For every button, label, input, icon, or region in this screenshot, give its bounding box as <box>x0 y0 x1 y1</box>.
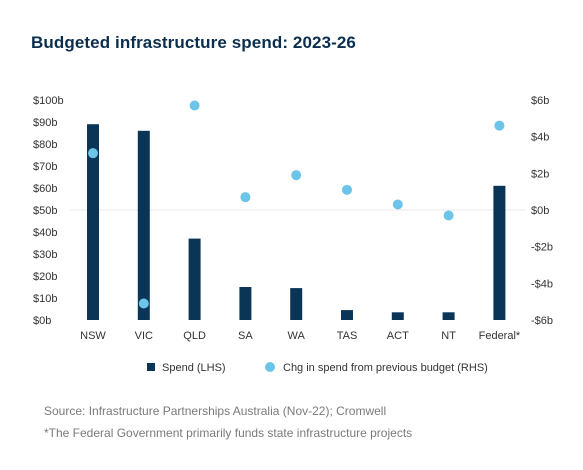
legend-bar-swatch <box>147 363 155 371</box>
left-tick-label: $60b <box>33 183 57 195</box>
left-tick-label: $0b <box>33 315 51 327</box>
spend-bar <box>442 312 455 320</box>
category-label: NT <box>441 330 456 342</box>
right-tick-label: $6b <box>531 95 549 107</box>
chart-title: Budgeted infrastructure spend: 2023-26 <box>31 33 356 52</box>
spend-bar <box>188 238 201 320</box>
right-tick-label: $0b <box>531 205 549 217</box>
category-label: TAS <box>337 330 358 342</box>
spend-bar <box>493 185 506 320</box>
spend-bar <box>341 310 353 320</box>
left-tick-label: $80b <box>33 139 57 151</box>
change-dot <box>189 100 200 111</box>
left-tick-label: $50b <box>33 205 57 217</box>
category-label: WA <box>288 330 306 342</box>
category-label: ACT <box>387 330 409 342</box>
left-tick-label: $100b <box>33 95 64 107</box>
left-tick-label: $90b <box>33 117 57 129</box>
spend-bar <box>391 312 404 320</box>
footnote: *The Federal Government primarily funds … <box>44 426 413 440</box>
category-label: SA <box>238 330 253 342</box>
spend-bar <box>239 287 252 320</box>
right-tick-label: -$2b <box>531 242 553 254</box>
right-tick-label: $4b <box>531 132 549 144</box>
left-tick-label: $30b <box>33 249 57 261</box>
legend-spend-label: Spend (LHS) <box>162 362 226 374</box>
category-label: Federal* <box>479 330 521 342</box>
spend-bar <box>87 124 99 320</box>
left-tick-label: $70b <box>33 161 57 173</box>
change-dot <box>291 170 302 181</box>
left-tick-label: $40b <box>33 227 57 239</box>
right-tick-label: -$6b <box>531 315 553 327</box>
category-label: QLD <box>183 330 206 342</box>
change-dot <box>443 210 454 221</box>
change-dot <box>138 298 149 309</box>
change-dot <box>240 192 251 203</box>
spend-bar <box>137 130 150 320</box>
change-dot <box>342 184 352 195</box>
change-dot <box>88 148 98 159</box>
legend-change-label: Chg in spend from previous budget (RHS) <box>283 362 488 374</box>
right-tick-label: $2b <box>531 168 549 180</box>
left-tick-label: $10b <box>33 293 57 305</box>
chart-plot: $100b $90b $80b $70b $60b $50b $40b $30b $20b $10… <box>33 95 553 374</box>
left-tick-label: $20b <box>33 271 57 283</box>
category-label: VIC <box>135 330 153 342</box>
source-note: Source: Infrastructure Partnerships Aust… <box>44 404 387 418</box>
change-dot <box>494 120 505 131</box>
category-label: NSW <box>80 330 106 342</box>
change-dot <box>392 199 403 210</box>
spend-bar <box>290 288 303 320</box>
right-tick-label: -$4b <box>531 278 553 290</box>
legend-dot-swatch <box>265 362 275 372</box>
